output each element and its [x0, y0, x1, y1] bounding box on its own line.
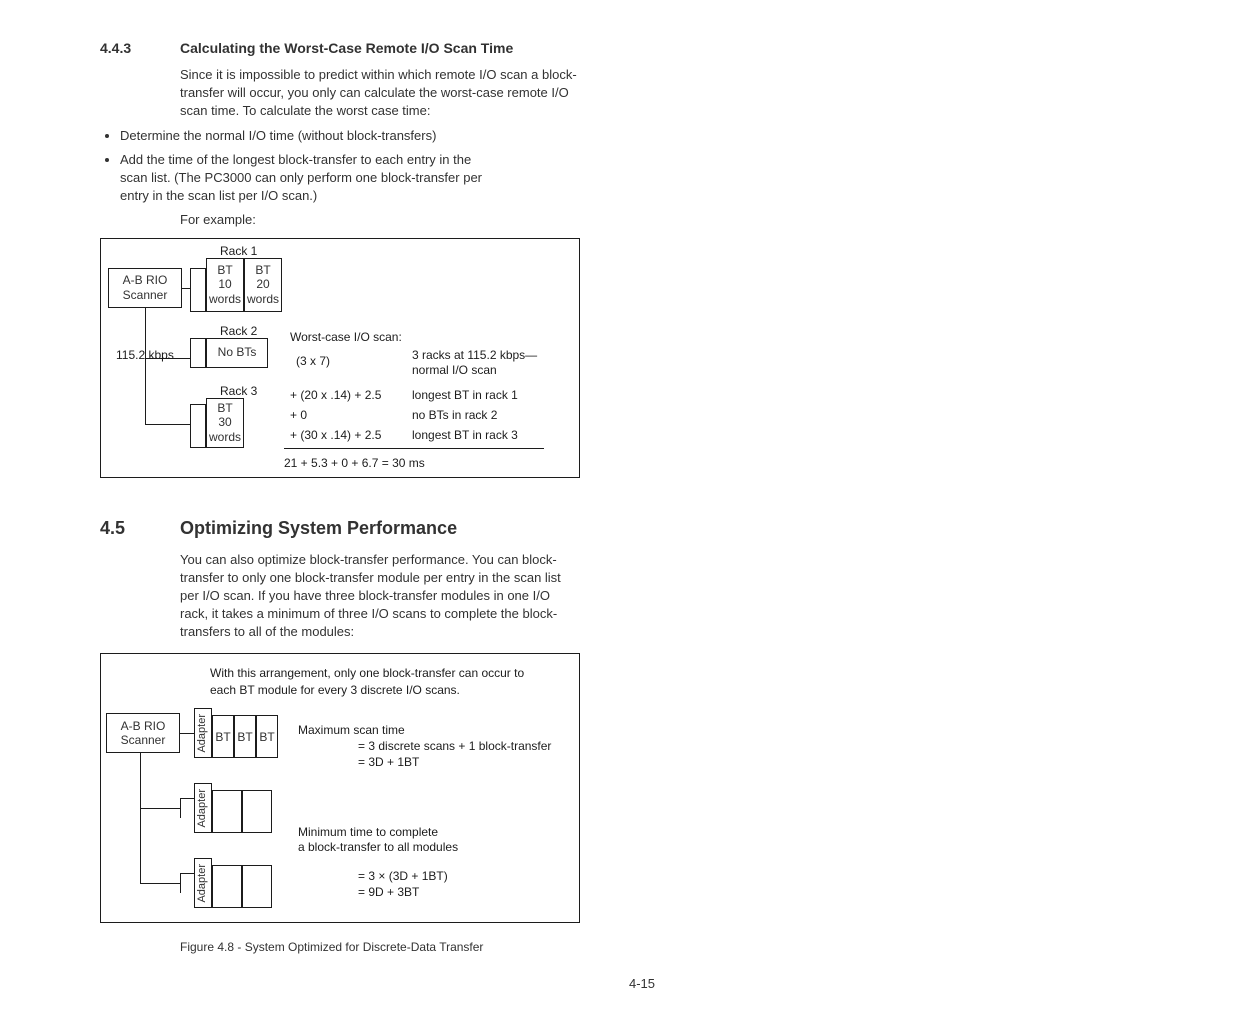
adapter-2: Adapter — [194, 783, 212, 833]
bullet-item: Add the time of the longest block-transf… — [120, 151, 500, 206]
rack2-adapter-slot — [190, 338, 206, 368]
diagram2-intro: With this arrangement, only one block-tr… — [210, 665, 540, 697]
section-45-paragraph: You can also optimize block-transfer per… — [180, 551, 580, 642]
empty-slot — [212, 790, 242, 833]
max-scan-l2: = 3D + 1BT — [358, 755, 419, 770]
min-time-l2: = 9D + 3BT — [358, 885, 419, 900]
calc-row-2: + 0 — [290, 408, 307, 423]
bt20-box: BT 20 words — [244, 258, 282, 312]
calc-note-0: 3 racks at 115.2 kbps— normal I/O scan — [412, 348, 537, 378]
rack3-adapter-slot — [190, 404, 206, 448]
document-page: 4.4.3 Calculating the Worst-Case Remote … — [0, 0, 1235, 1031]
section-number: 4.5 — [100, 518, 180, 539]
bt-box: BT — [234, 715, 256, 758]
example-label: For example: — [180, 211, 580, 229]
rack1-label: Rack 1 — [220, 244, 257, 259]
adapter-1: Adapter — [194, 708, 212, 758]
calc-row-3: + (30 x .14) + 2.5 — [290, 428, 381, 443]
bt-box: BT — [212, 715, 234, 758]
max-scan-l1: = 3 discrete scans + 1 block-transfer — [358, 739, 551, 754]
scanner-box-2: A-B RIO Scanner — [106, 713, 180, 753]
section-443-bullets: Determine the normal I/O time (without b… — [100, 127, 500, 206]
bt-box: BT — [256, 715, 278, 758]
bullet-item: Determine the normal I/O time (without b… — [120, 127, 500, 145]
empty-slot — [242, 865, 272, 908]
diagram-worst-case-scan: A-B RIO Scanner 115.2 kbps Rack 1 BT 10 … — [100, 238, 1135, 488]
min-time-l1: = 3 × (3D + 1BT) — [358, 869, 448, 884]
section-4-4-3-heading: 4.4.3 Calculating the Worst-Case Remote … — [100, 40, 1135, 56]
calc-note-1: longest BT in rack 1 — [412, 388, 518, 403]
bt30-box: BT 30 words — [206, 398, 244, 448]
bt10-box: BT 10 words — [206, 258, 244, 312]
calc-note-3: longest BT in rack 3 — [412, 428, 518, 443]
rack2-label: Rack 2 — [220, 324, 257, 339]
calc-row-1: + (20 x .14) + 2.5 — [290, 388, 381, 403]
worst-case-title: Worst-case I/O scan: — [290, 330, 402, 345]
calc-row-0: (3 x 7) — [296, 354, 330, 369]
max-scan-title: Maximum scan time — [298, 723, 405, 738]
section-title: Optimizing System Performance — [180, 518, 457, 539]
nobts-box: No BTs — [206, 338, 268, 368]
section-number: 4.4.3 — [100, 40, 180, 56]
diagram-system-optimized: With this arrangement, only one block-tr… — [100, 653, 1135, 933]
section-443-paragraph: Since it is impossible to predict within… — [180, 66, 580, 121]
section-4-5-heading: 4.5 Optimizing System Performance — [100, 518, 1135, 539]
calc-total: 21 + 5.3 + 0 + 6.7 = 30 ms — [284, 456, 425, 471]
page-number: 4-15 — [100, 976, 1135, 991]
empty-slot — [212, 865, 242, 908]
scanner-box: A-B RIO Scanner — [108, 268, 182, 308]
calc-note-2: no BTs in rack 2 — [412, 408, 497, 423]
min-time-title: Minimum time to complete a block-transfe… — [298, 825, 458, 855]
empty-slot — [242, 790, 272, 833]
section-title: Calculating the Worst-Case Remote I/O Sc… — [180, 40, 513, 56]
rack1-adapter-slot — [190, 268, 206, 312]
adapter-3: Adapter — [194, 858, 212, 908]
rack3-label: Rack 3 — [220, 384, 257, 399]
